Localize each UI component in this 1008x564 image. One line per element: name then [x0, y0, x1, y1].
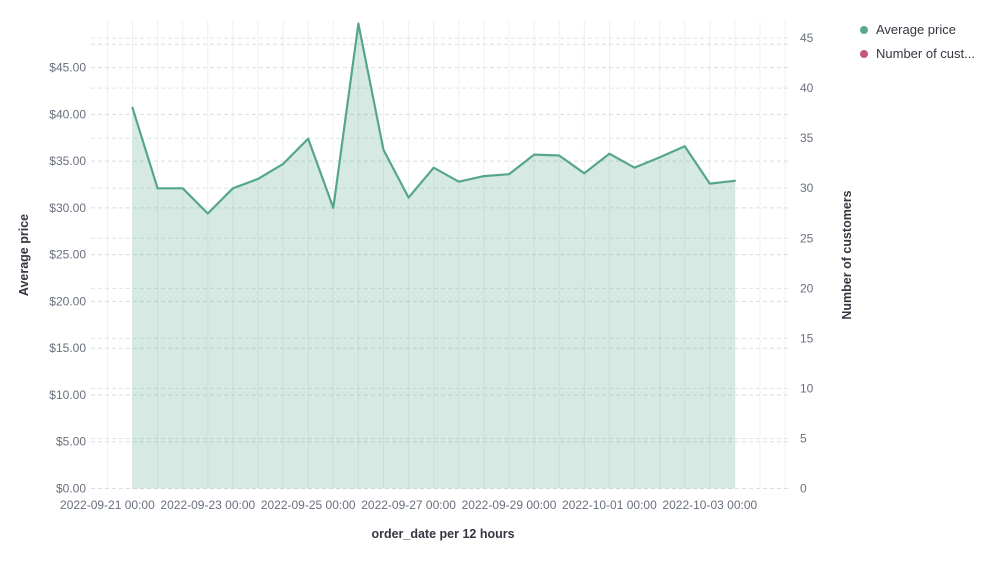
- right-axis-title: Number of customers: [840, 190, 854, 320]
- series-dot-number-of-customers: [860, 49, 868, 58]
- x-axis-tick-label: 2022-09-25 00:00: [261, 498, 356, 512]
- legend-label-number-of-customers: Number of cust...: [876, 46, 975, 61]
- legend-item-average-price[interactable]: Average price: [860, 22, 975, 37]
- left-axis-tick-label: $15.00: [49, 341, 86, 355]
- left-axis-tick-label: $35.00: [49, 154, 86, 168]
- x-axis-tick-label: 2022-09-27 00:00: [361, 498, 456, 512]
- x-axis-tick-label: 2022-09-21 00:00: [60, 498, 155, 512]
- right-axis-tick-label: 40: [800, 81, 814, 95]
- left-axis-tick-label: $30.00: [49, 201, 86, 215]
- x-axis-title: order_date per 12 hours: [371, 527, 515, 541]
- right-axis-tick-label: 0: [800, 482, 807, 496]
- right-axis-tick-label: 30: [800, 181, 814, 195]
- left-axis-title: Average price: [17, 213, 31, 297]
- x-axis-tick-label: 2022-10-01 00:00: [562, 498, 657, 512]
- x-axis-tick-label: 2022-09-23 00:00: [160, 498, 255, 512]
- left-axis-tick-label: $10.00: [49, 388, 86, 402]
- left-axis-tick-label: $45.00: [49, 61, 86, 75]
- right-axis-tick-label: 15: [800, 331, 814, 345]
- right-axis-tick-label: 25: [800, 231, 814, 245]
- right-axis-tick-label: 20: [800, 281, 814, 295]
- right-axis-tick-label: 45: [800, 31, 814, 45]
- average-price-line[interactable]: [131, 22, 736, 215]
- series-dot-average-price: [860, 25, 868, 34]
- left-axis-tick-label: $0.00: [56, 482, 86, 496]
- left-axis-tick-label: $5.00: [56, 435, 86, 449]
- left-axis-tick-label: $20.00: [49, 294, 86, 308]
- x-axis-tick-label: 2022-10-03 00:00: [662, 498, 757, 512]
- left-axis-tick-label: $25.00: [49, 248, 86, 262]
- legend-label-average-price: Average price: [876, 22, 956, 37]
- right-axis-tick-label: 35: [800, 131, 814, 145]
- left-axis-tick-label: $40.00: [49, 107, 86, 121]
- legend-item-number-of-customers[interactable]: Number of cust...: [860, 46, 975, 61]
- x-axis-tick-label: 2022-09-29 00:00: [462, 498, 557, 512]
- right-axis-tick-label: 5: [800, 431, 807, 445]
- right-axis-tick-label: 10: [800, 381, 814, 395]
- average-price-area[interactable]: [132, 23, 735, 489]
- legend: Average price Number of cust...: [860, 22, 975, 61]
